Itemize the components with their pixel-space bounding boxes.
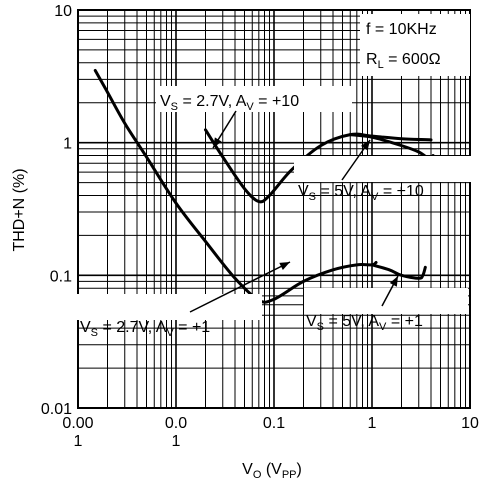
series-2p7v-av10-label: VS = 2.7V, AV = +10 bbox=[156, 86, 352, 149]
series-5v-av10-label: VS = 5V, AV = +10 bbox=[294, 139, 472, 203]
x-tick-label: 0.00 bbox=[62, 415, 93, 432]
leader-line bbox=[189, 261, 291, 313]
y-tick-label: 0.1 bbox=[50, 268, 72, 285]
series-2p7v-av1-line bbox=[93, 68, 378, 304]
conditions-annotation: f = 10KHz RL = 600Ω bbox=[360, 14, 470, 76]
x-tick-label: 0.1 bbox=[263, 415, 285, 432]
y-axis-label: THD+N (%) bbox=[11, 168, 28, 251]
frequency-label: f = 10KHz bbox=[366, 21, 437, 38]
arrowhead bbox=[213, 137, 222, 148]
svg-text:VS = 2.7V, AV = +1: VS = 2.7V, AV = +1 bbox=[80, 319, 210, 339]
y-tick-label: 0.01 bbox=[41, 401, 72, 418]
svg-text:VS = 5V, AV = +1: VS = 5V, AV = +1 bbox=[306, 313, 423, 333]
series-2p7v-av10-line bbox=[204, 128, 433, 204]
grid bbox=[77, 10, 470, 409]
arrowhead bbox=[360, 140, 370, 151]
x-tick-label: 10 bbox=[461, 415, 479, 432]
svg-text:VS = 2.7V, AV = +10: VS = 2.7V, AV = +10 bbox=[160, 93, 299, 113]
svg-text:VS = 5V, AV = +10: VS = 5V, AV = +10 bbox=[298, 183, 424, 203]
y-tick-label: 10 bbox=[54, 3, 72, 20]
annotation-layer: VS = 2.7V, AV = +10 VS = 5V, AV = +10 VS =… bbox=[76, 86, 472, 339]
series-5v-av1-label: VS = 5V, AV = +1 bbox=[304, 275, 468, 333]
arrowhead bbox=[279, 262, 290, 271]
x-tick-label: 1 bbox=[368, 415, 377, 432]
x-tick-label-wrap: 1 bbox=[74, 433, 83, 450]
x-tick-label-wrap: 1 bbox=[172, 433, 181, 450]
y-tick-label: 1 bbox=[63, 136, 72, 153]
arrowhead bbox=[389, 276, 398, 287]
load-label: RL = 600Ω bbox=[366, 51, 441, 71]
series-2p7v-av1-label: VS = 2.7V, AV = +1 bbox=[76, 261, 291, 339]
series-5v-av1-line bbox=[370, 263, 427, 280]
x-tick-label: 0.0 bbox=[165, 415, 187, 432]
x-axis-label: VO (VPP) bbox=[242, 461, 302, 478]
